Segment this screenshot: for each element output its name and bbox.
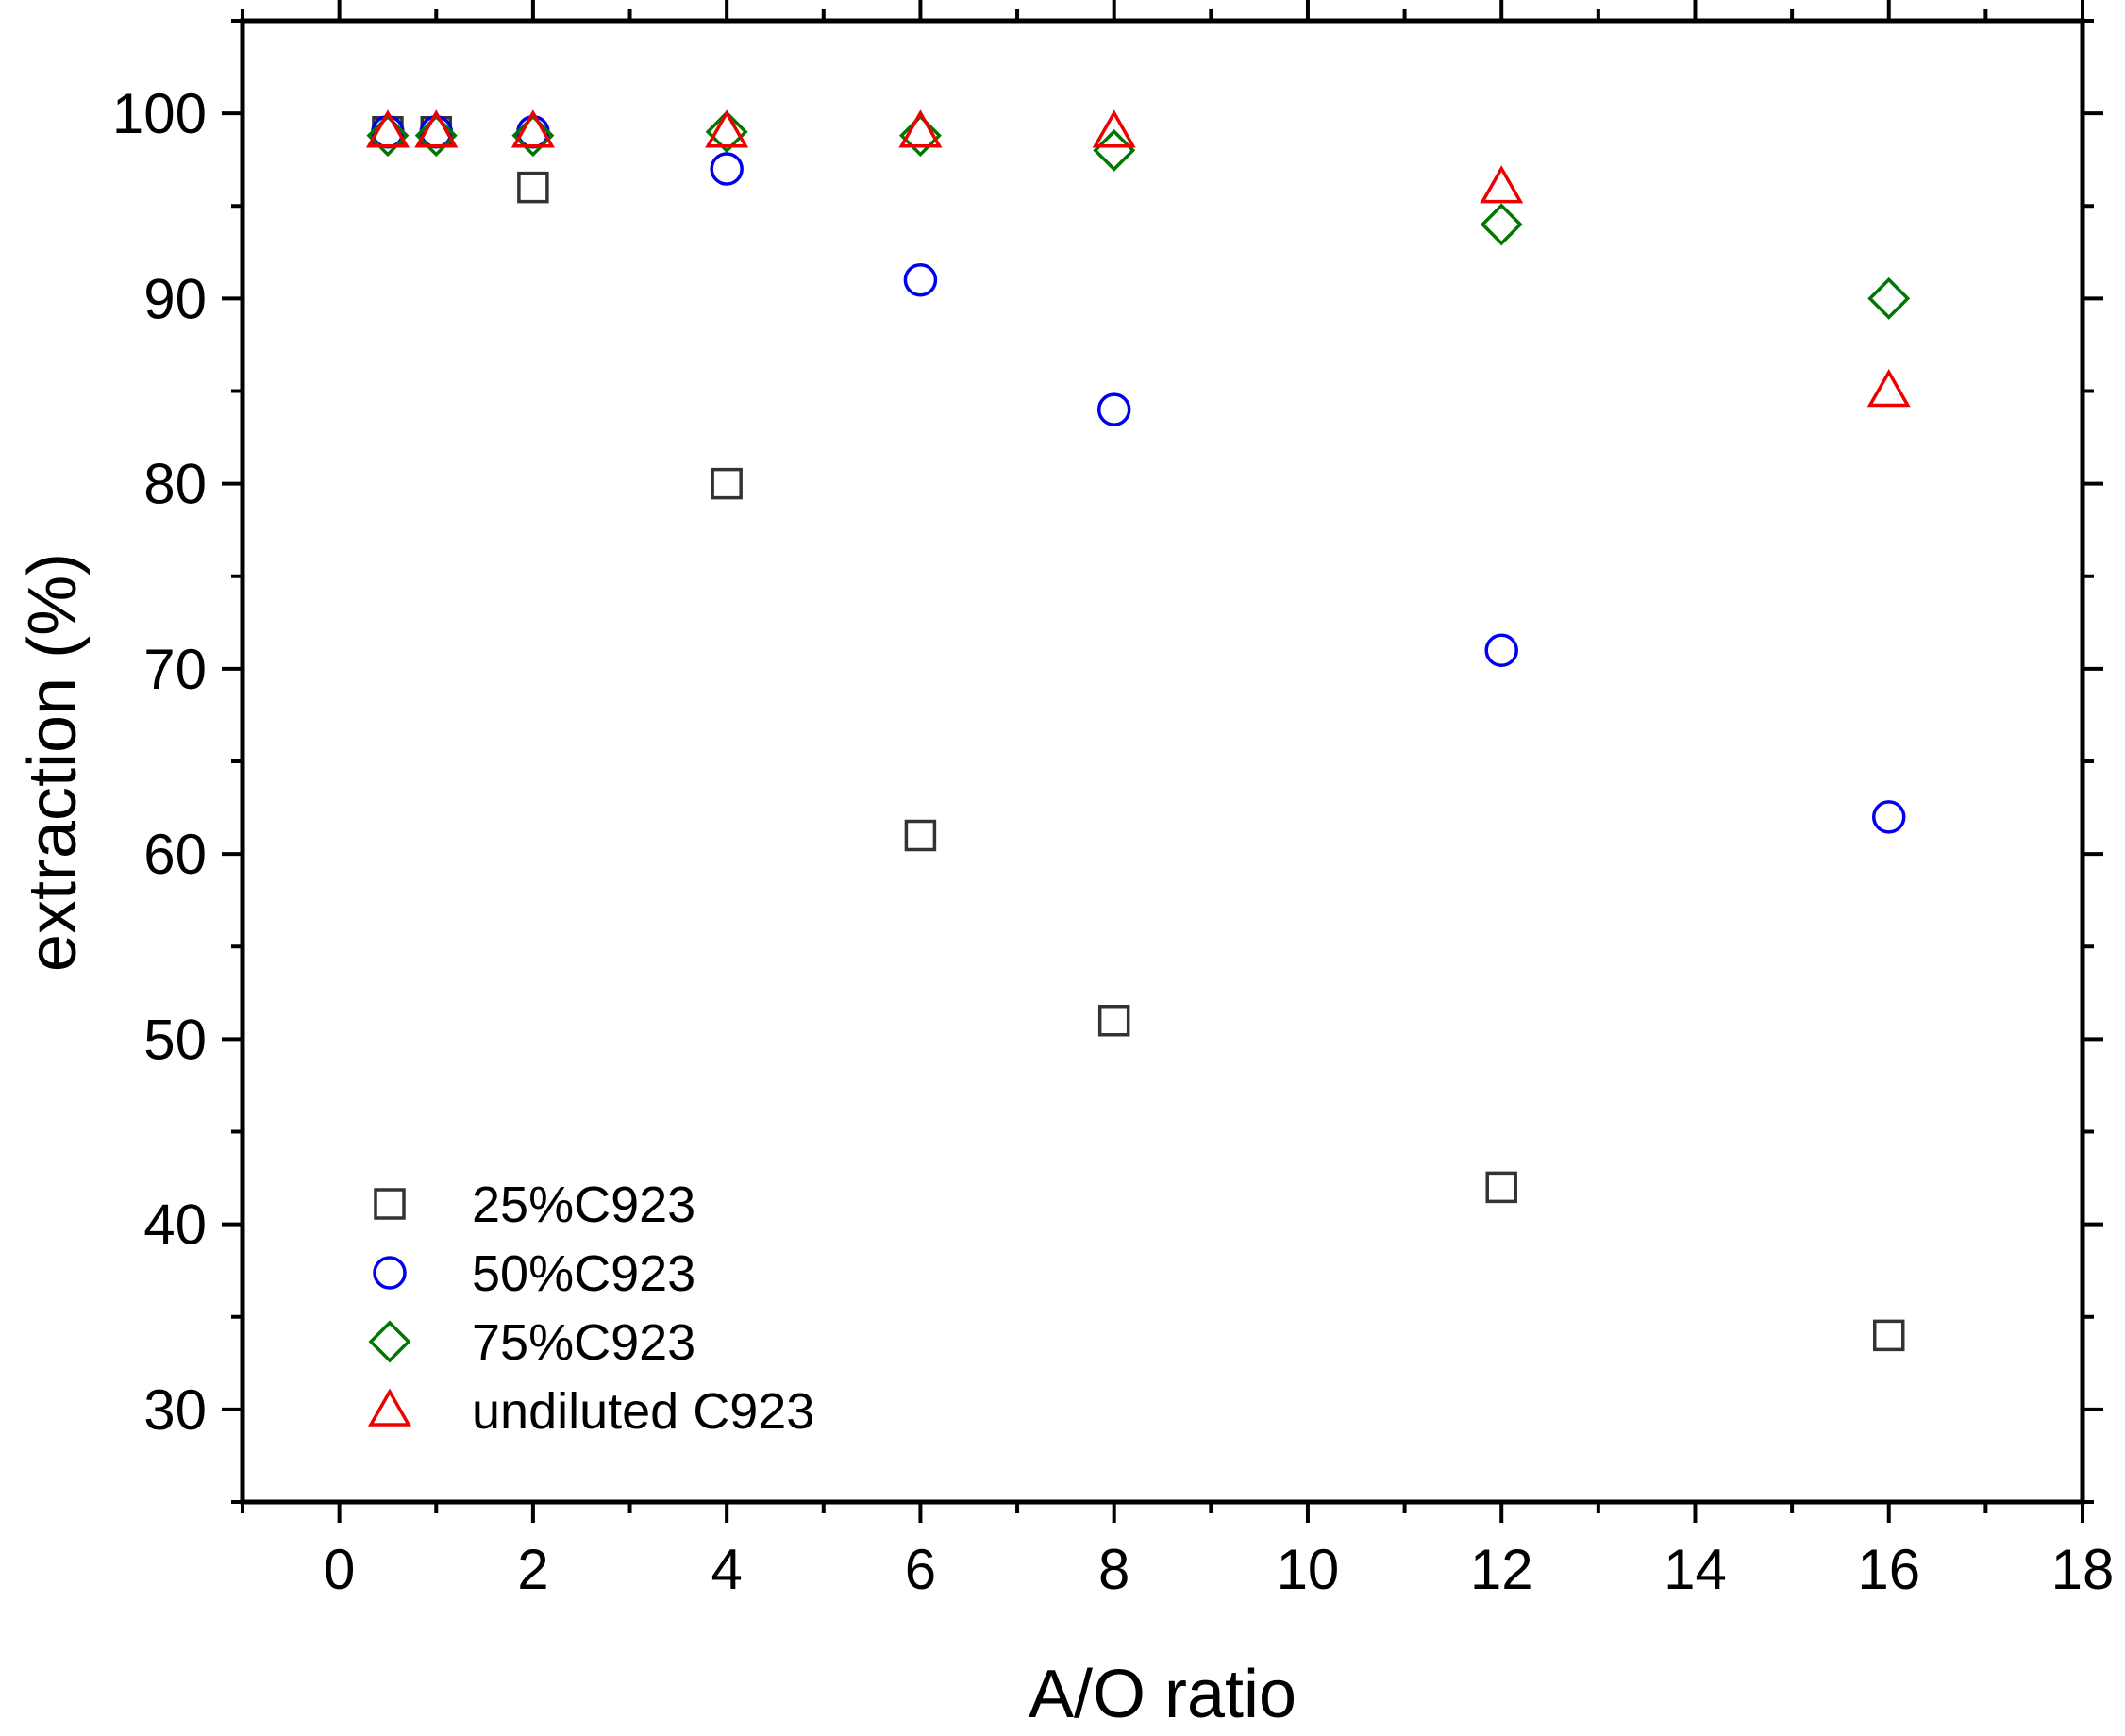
data-point-75-c923: [898, 114, 942, 158]
data-point-75-c923: [511, 114, 555, 158]
data-point-25-c923: [1872, 1319, 1905, 1352]
y-tick-label: 100: [112, 82, 207, 145]
y-tick-label: 90: [143, 267, 207, 330]
data-point-75-c923: [414, 114, 458, 158]
x-tick-label: 8: [1098, 1538, 1129, 1601]
legend-label: undiluted C923: [472, 1383, 814, 1440]
y-tick-label: 50: [143, 1008, 207, 1071]
x-tick-label: 14: [1664, 1538, 1727, 1601]
legend-marker: [367, 1388, 412, 1427]
legend-label: 50%C923: [472, 1245, 695, 1302]
x-tick-label: 6: [905, 1538, 936, 1601]
y-tick-label: 80: [143, 453, 207, 516]
data-point-25-c923: [904, 819, 937, 852]
data-point-50-c923: [710, 152, 744, 186]
legend-label: 25%C923: [472, 1177, 695, 1233]
data-point-25-c923: [1097, 1005, 1130, 1037]
data-point-undiluted-c923: [705, 109, 749, 148]
data-point-undiluted-c923: [1866, 368, 1911, 408]
data-point-75-c923: [705, 110, 748, 154]
legend-marker: [373, 1256, 407, 1290]
data-point-25-c923: [517, 171, 549, 204]
y-tick-label: 30: [143, 1378, 207, 1442]
x-axis-title: A/O ratio: [1029, 1657, 1297, 1732]
legend-marker: [374, 1188, 406, 1220]
x-tick-label: 12: [1470, 1538, 1533, 1601]
data-point-undiluted-c923: [414, 109, 459, 148]
data-point-undiluted-c923: [1480, 165, 1524, 204]
data-point-undiluted-c923: [898, 109, 943, 148]
data-point-25-c923: [711, 467, 743, 500]
data-point-50-c923: [903, 263, 938, 297]
x-tick-label: 18: [2051, 1538, 2115, 1601]
data-point-50-c923: [1096, 392, 1131, 426]
data-point-75-c923: [1093, 128, 1136, 172]
x-tick-label: 4: [711, 1538, 742, 1601]
x-tick-label: 16: [1857, 1538, 1920, 1601]
legend-label: 75%C923: [472, 1314, 695, 1371]
data-point-undiluted-c923: [365, 109, 410, 148]
y-tick-label: 60: [143, 823, 207, 886]
data-point-75-c923: [1867, 276, 1911, 320]
y-tick-label: 70: [143, 638, 207, 701]
data-point-75-c923: [366, 114, 410, 158]
x-tick-label: 0: [324, 1538, 355, 1601]
data-point-undiluted-c923: [510, 109, 555, 148]
data-point-25-c923: [1485, 1171, 1517, 1204]
x-tick-label: 10: [1277, 1538, 1340, 1601]
data-point-75-c923: [1480, 203, 1523, 246]
x-tick-label: 2: [517, 1538, 548, 1601]
data-point-50-c923: [1871, 800, 1906, 834]
legend-marker: [368, 1320, 411, 1363]
y-tick-label: 40: [143, 1194, 207, 1257]
data-point-50-c923: [1484, 633, 1518, 667]
y-axis-title: extraction (%): [15, 553, 91, 972]
data-point-undiluted-c923: [1092, 109, 1136, 148]
